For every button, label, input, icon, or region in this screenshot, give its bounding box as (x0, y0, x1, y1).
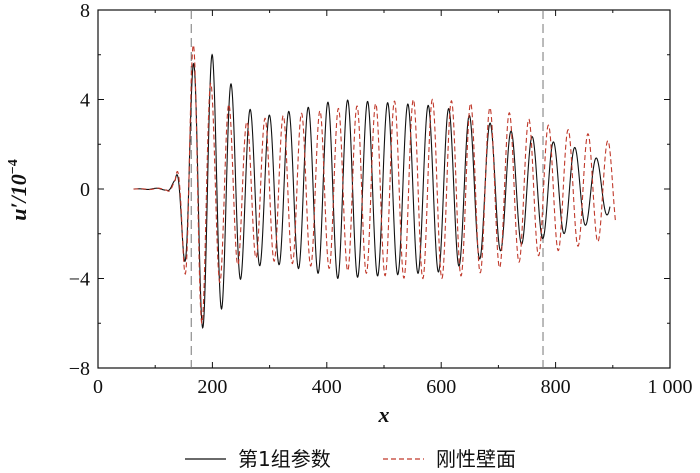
x-tick-label: 200 (197, 376, 227, 398)
x-tick-label: 1 000 (648, 376, 693, 398)
y-tick-label: 4 (80, 90, 90, 112)
x-tick-label: 800 (541, 376, 571, 398)
y-axis-title-main: u′/10 (6, 174, 31, 221)
y-tick-label: −4 (69, 269, 90, 291)
axis-ticks (97, 9, 671, 369)
y-tick-label: 8 (80, 0, 90, 22)
reference-lines (190, 10, 544, 368)
series-line-1 (133, 53, 611, 330)
series-line-2 (133, 44, 617, 325)
plot-frame (97, 9, 671, 369)
legend: 第1组参数 刚性壁面 (185, 447, 516, 471)
y-tick-label: −8 (69, 358, 90, 380)
x-tick-label: 600 (426, 376, 456, 398)
y-axis-title-exponent: −4 (6, 159, 21, 174)
tick-labels: 0 200 400 600 800 1 000 −8 −4 0 4 8 (69, 0, 693, 398)
series-layer (133, 44, 617, 330)
x-axis-title: x (378, 402, 390, 427)
legend-label-series-1: 第1组参数 (238, 447, 331, 471)
legend-label-series-2: 刚性壁面 (436, 447, 516, 471)
x-tick-label: 400 (312, 376, 342, 398)
y-tick-label: 0 (80, 179, 90, 201)
y-axis-title: u′/10−4 (6, 159, 31, 221)
x-tick-label: 0 (93, 376, 103, 398)
